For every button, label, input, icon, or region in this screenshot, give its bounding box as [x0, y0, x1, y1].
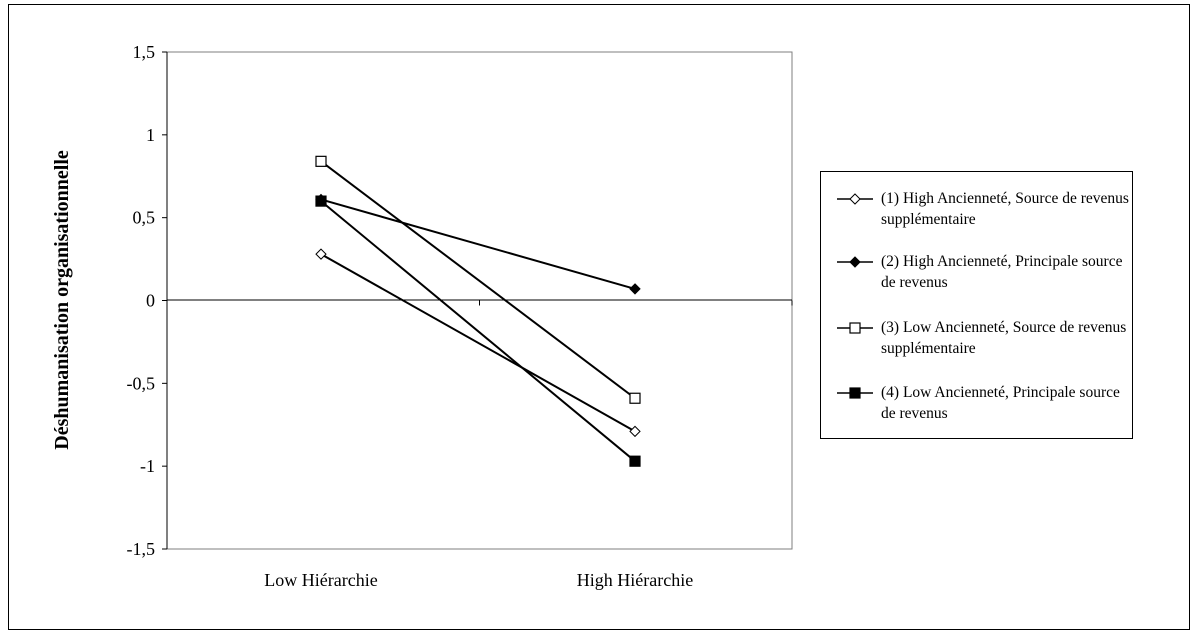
series-line: [320, 253, 636, 433]
legend-marker: [849, 322, 861, 334]
y-tick-label: 0: [146, 291, 155, 311]
y-tick-label: 1,5: [133, 42, 156, 62]
y-tick-label: -1,5: [127, 539, 156, 559]
y-tick-label: -1: [140, 456, 155, 476]
series-3: [315, 155, 641, 404]
y-tick-label: -0,5: [127, 373, 156, 393]
y-axis-ticks: 1,5 1 0,5 0 -0,5 -1 -1,5: [127, 42, 167, 559]
data-point: [629, 425, 641, 438]
legend-swatch: [837, 322, 873, 334]
legend: (1) High Ancienneté, Source de revenus s…: [820, 171, 1133, 439]
legend-item: (3) Low Ancienneté, Source de revenus su…: [835, 317, 1126, 361]
data-point: [315, 155, 327, 167]
data-point: [629, 392, 641, 404]
y-axis-title: Déshumanisation organisationnelle: [51, 150, 73, 450]
series-line: [320, 198, 636, 290]
legend-marker: [849, 387, 861, 399]
legend-marker: [849, 193, 861, 205]
data-point: [315, 195, 327, 207]
legend-label: (2) High Ancienneté, Principale source d…: [881, 253, 1123, 291]
series-layer: [315, 155, 641, 467]
series-line: [320, 160, 636, 400]
legend-label: (1) High Ancienneté, Source de revenus s…: [881, 190, 1129, 228]
series-4: [315, 195, 641, 467]
x-category-label: High Hiérarchie: [577, 570, 693, 590]
legend-swatch: [837, 387, 873, 399]
legend-swatch: [837, 193, 873, 205]
data-point: [629, 455, 641, 467]
legend-item: (4) Low Ancienneté, Principale source de…: [835, 382, 1125, 426]
x-axis-ticks: Low Hiérarchie High Hiérarchie: [166, 300, 793, 590]
legend-item: (1) High Ancienneté, Source de revenus s…: [835, 188, 1129, 232]
legend-label: (4) Low Ancienneté, Principale source de…: [881, 384, 1120, 422]
series-line: [320, 200, 636, 462]
series-1: [315, 248, 641, 438]
legend-swatch: [837, 256, 873, 268]
data-point: [629, 283, 641, 295]
legend-item: (2) High Ancienneté, Principale source d…: [835, 251, 1125, 295]
y-tick-label: 0,5: [133, 208, 156, 228]
y-tick-label: 1: [146, 125, 155, 145]
data-point: [315, 248, 327, 260]
legend-marker: [849, 256, 861, 268]
legend-label: (3) Low Ancienneté, Source de revenus su…: [881, 319, 1127, 357]
x-category-label: Low Hiérarchie: [264, 570, 377, 590]
